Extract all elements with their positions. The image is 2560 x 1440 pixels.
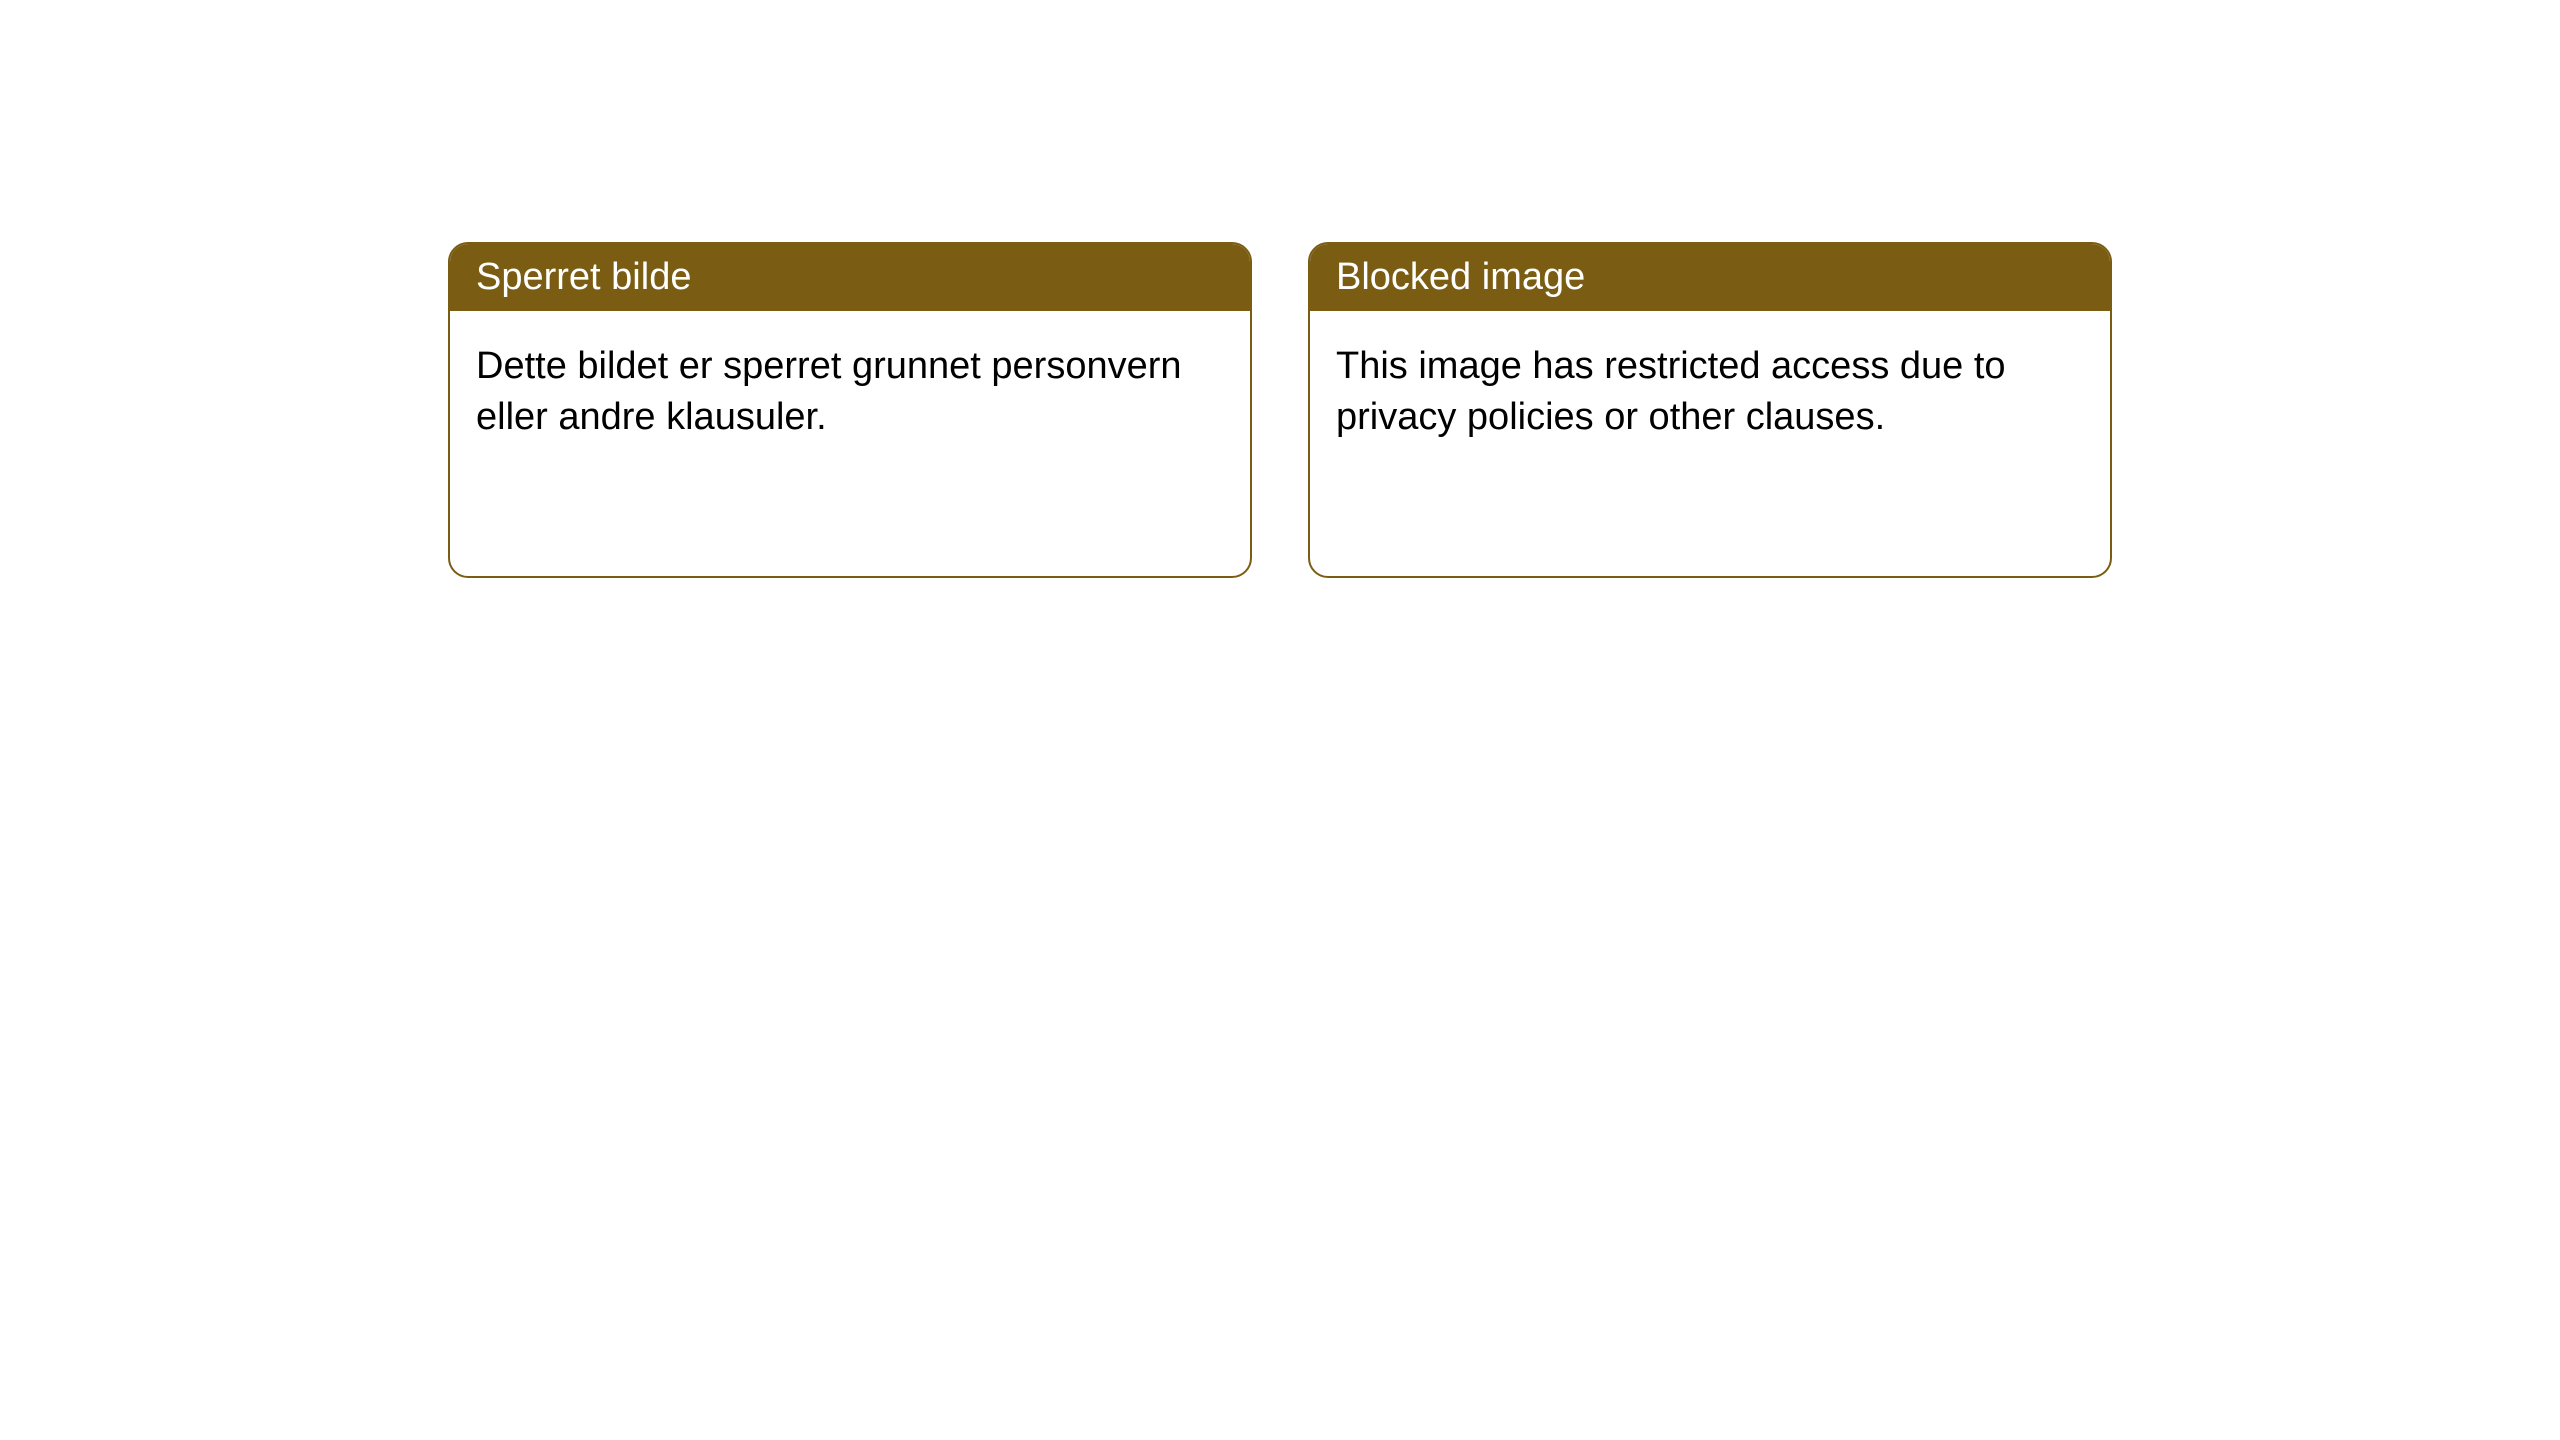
notice-title-english: Blocked image <box>1310 244 2110 311</box>
notice-card-norwegian: Sperret bilde Dette bildet er sperret gr… <box>448 242 1252 578</box>
notice-card-english: Blocked image This image has restricted … <box>1308 242 2112 578</box>
notice-container: Sperret bilde Dette bildet er sperret gr… <box>0 0 2560 578</box>
notice-title-norwegian: Sperret bilde <box>450 244 1250 311</box>
notice-body-english: This image has restricted access due to … <box>1310 311 2110 474</box>
notice-body-norwegian: Dette bildet er sperret grunnet personve… <box>450 311 1250 474</box>
